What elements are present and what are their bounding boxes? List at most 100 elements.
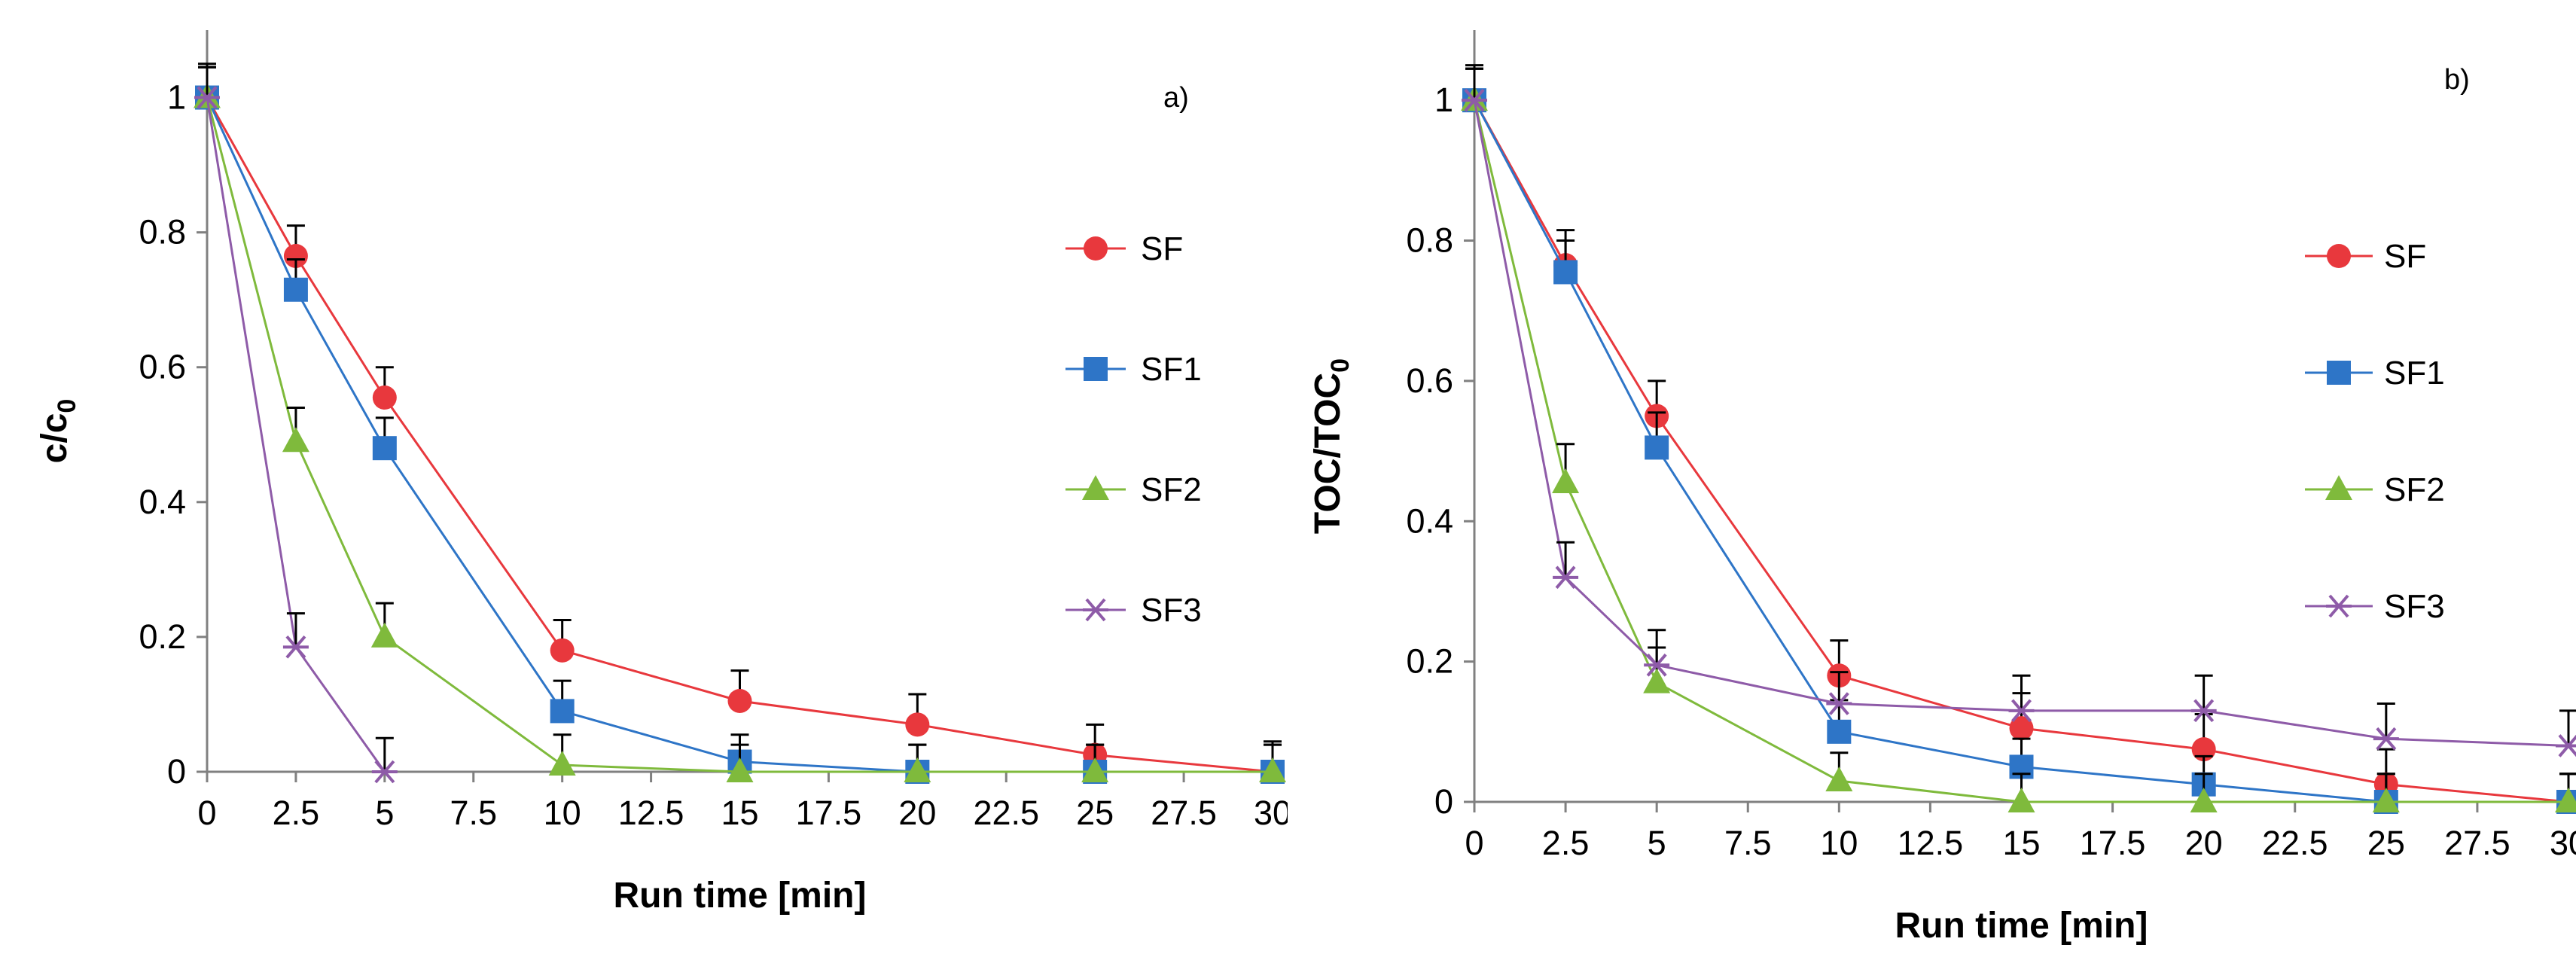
chart-a-series-sf3 xyxy=(194,66,398,784)
chart-b-panel-label: b) xyxy=(2444,64,2470,96)
chart-b-error-bar xyxy=(2376,703,2395,739)
chart-a-x-tick-label: 7.5 xyxy=(450,794,497,832)
chart-a-data-point-sf xyxy=(727,688,752,713)
chart-b-data-point-sf3 xyxy=(2556,734,2576,757)
chart-b-legend-marker xyxy=(2325,475,2352,500)
chart-a-error-bar xyxy=(198,66,216,98)
chart-b-series-line-sf3 xyxy=(1473,99,2569,747)
chart-a-data-point-sf2 xyxy=(1259,757,1286,782)
chart-b-error-bar xyxy=(1465,67,1483,101)
chart-b-y-tick-label: 0.6 xyxy=(1406,361,1453,400)
chart-a-y-axis-title-sub: 0 xyxy=(53,399,81,413)
chart-a-error-bar xyxy=(375,736,394,772)
chart-a-data-point-sf xyxy=(550,638,575,663)
chart-b-x-axis-title: Run time [min] xyxy=(1895,906,2148,946)
chart-b-x-tick-label: 17.5 xyxy=(2080,824,2146,862)
chart-a-series-sf xyxy=(195,62,1285,784)
chart-b-legend-item-sf2: SF2 xyxy=(2305,471,2445,508)
chart-b-y-tick-label: 1 xyxy=(1434,81,1453,119)
chart-a-data-point-sf2 xyxy=(726,757,754,782)
chart-b-y-axis-title: TOC/TOC0 xyxy=(1308,358,1355,534)
chart-b-data-point-sf2 xyxy=(2372,788,2400,812)
chart-b-data-point-sf3 xyxy=(2373,727,2399,751)
chart-a-data-point-sf1 xyxy=(550,699,575,724)
chart-a-data-point-sf3 xyxy=(194,86,220,109)
chart-b-y-tick-label: 0.8 xyxy=(1406,221,1453,260)
chart-a-legend-item-sf: SF xyxy=(1065,230,1183,267)
chart-b-x-tick-label: 0 xyxy=(1465,824,1483,862)
chart-b-data-point-sf1 xyxy=(1553,260,1578,285)
chart-b-series-sf xyxy=(1462,64,2576,814)
chart-a-y-tick-label: 0.6 xyxy=(139,348,186,386)
chart-a-error-bar xyxy=(286,612,305,648)
chart-b-legend-item-sf: SF xyxy=(2305,238,2426,275)
chart-b-error-bar xyxy=(1556,541,1575,578)
chart-b-legend-item-sf1: SF1 xyxy=(2305,355,2445,392)
chart-a-y-tick-label: 0.8 xyxy=(139,213,186,251)
chart-a-data-point-sf3 xyxy=(371,760,398,784)
chart-a-x-tick-label: 0 xyxy=(197,794,216,832)
chart-b-legend-item-sf3: SF3 xyxy=(2305,588,2445,625)
chart-a-data-point-sf1 xyxy=(283,277,308,302)
chart-a-legend-marker xyxy=(1084,357,1108,381)
chart-b-x-tick-label: 27.5 xyxy=(2444,824,2510,862)
chart-b-x-tick-label: 7.5 xyxy=(1724,824,1772,862)
chart-b-data-point-sf3 xyxy=(2008,699,2035,723)
chart-a-x-tick-label: 2.5 xyxy=(273,794,320,832)
chart-b-x-tick-label: 2.5 xyxy=(1542,824,1590,862)
chart-a-data-point-sf1 xyxy=(372,436,397,461)
chart-a-data-point-sf xyxy=(372,386,397,410)
chart-a-data-point-sf2 xyxy=(282,427,309,453)
chart-b-data-point-sf xyxy=(2009,716,2034,741)
chart-b-data-point-sf2 xyxy=(2555,788,2576,812)
chart-a-y-axis-title: c/c0 xyxy=(35,399,81,464)
chart-b-y-axis-title-sub: 0 xyxy=(1326,358,1355,373)
chart-b-error-bar xyxy=(1830,671,1849,704)
chart-a-x-tick-label: 25 xyxy=(1076,794,1114,832)
chart-a-series-line-sf xyxy=(206,96,1273,773)
chart-a-x-tick-label: 15 xyxy=(721,794,758,832)
chart-a-legend-marker xyxy=(1084,236,1108,261)
chart-a-data-point-sf2 xyxy=(904,757,931,782)
chart-b-error-bar xyxy=(2194,674,2213,711)
chart-b-error-bar xyxy=(2012,674,2031,711)
chart-a-series-sf2 xyxy=(194,66,1286,782)
chart-a-legend-marker xyxy=(1083,598,1108,622)
chart-a-legend-item-sf2: SF2 xyxy=(1065,471,1202,508)
chart-b-x-tick-label: 20 xyxy=(2185,824,2223,862)
chart-b-y-tick-label: 0.2 xyxy=(1406,642,1453,681)
chart-a-legend-label: SF3 xyxy=(1141,592,1202,629)
chart-a-y-axis-title-main: c/c xyxy=(35,413,75,464)
chart-a-x-tick-label: 17.5 xyxy=(796,794,862,832)
chart-a-y-tick-label: 0.4 xyxy=(139,483,186,521)
chart-panel-b: 0 0.2 0.4 0.6 0.8 1 0 2.5 5 7.5 10 12.5 15 17.5 20 22.5… xyxy=(1288,0,2576,957)
chart-b-x-tick-label: 10 xyxy=(1820,824,1858,862)
chart-a-x-tick-label: 20 xyxy=(898,794,936,832)
chart-b-data-point-sf3 xyxy=(1644,653,1670,677)
chart-b-data-point-sf3 xyxy=(2190,699,2217,723)
chart-b-x-tick-label: 15 xyxy=(2002,824,2040,862)
chart-b-y-axis-title-main: TOC/TOC xyxy=(1308,373,1348,534)
chart-a-x-tick-label: 5 xyxy=(375,794,394,832)
chart-a-panel-label: a) xyxy=(1163,82,1189,114)
chart-b-svg: 00.20.40.60.810 2.5 5 7.5 10 12.5 15 17.5 20 22.5… xyxy=(1308,30,2576,946)
chart-a-y-tick-label: 0 xyxy=(167,752,186,791)
chart-b-data-point-sf1 xyxy=(1827,719,1852,744)
chart-panel-a: 0 0.2 0.4 0.6 0.8 1 0 2.5 5 7.5 10 12.5 15 17.5 20 22.5… xyxy=(35,30,1288,916)
chart-a-x-axis-title: Run time [min] xyxy=(614,876,867,916)
chart-b-data-point-sf2 xyxy=(2007,788,2035,812)
chart-b-data-point-sf3 xyxy=(1553,565,1579,590)
chart-b-data-point-sf3 xyxy=(1462,88,1487,112)
chart-b-legend-label: SF2 xyxy=(2384,471,2445,508)
chart-b-series-sf2 xyxy=(1461,67,2576,812)
chart-a-legend-label: SF xyxy=(1141,230,1183,267)
chart-a-legend-item-sf1: SF1 xyxy=(1065,351,1202,388)
chart-b-series-sf1 xyxy=(1462,67,2576,814)
chart-a-x-tick-label: 10 xyxy=(544,794,581,832)
chart-b-data-point-sf2 xyxy=(1825,767,1853,792)
chart-b-x-tick-label: 22.5 xyxy=(2262,824,2328,862)
chart-a-data-point-sf xyxy=(283,243,308,268)
chart-b-series-line-sf1 xyxy=(1473,99,2568,803)
chart-b-legend-label: SF1 xyxy=(2384,355,2445,392)
chart-a-data-point-sf xyxy=(905,712,930,737)
